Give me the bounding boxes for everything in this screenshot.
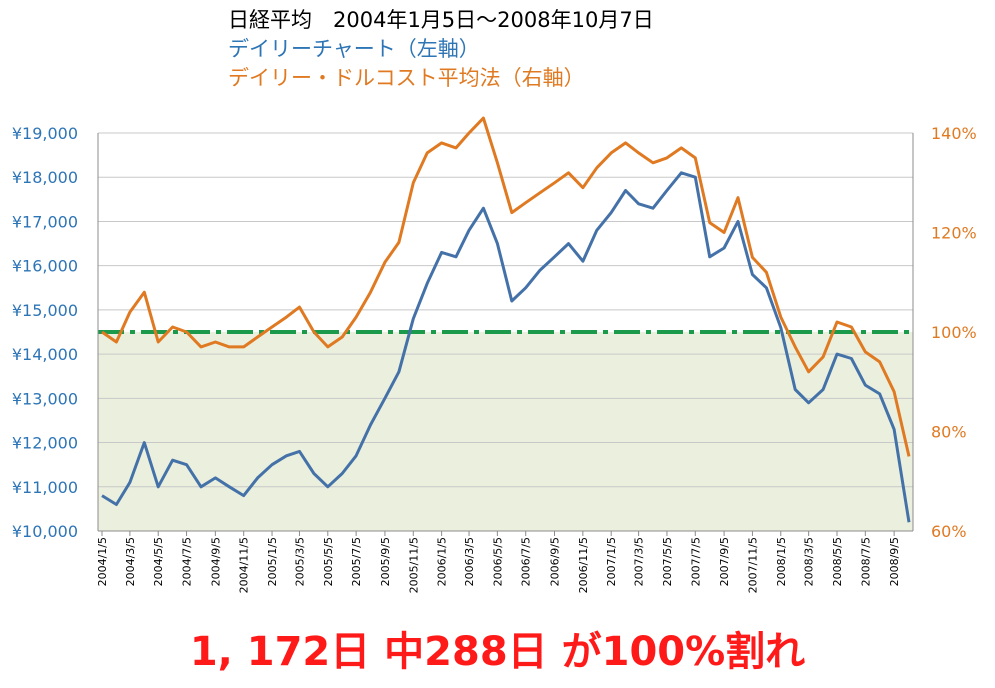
shaded-region	[98, 332, 913, 531]
x-tick-label: 2004/3/5	[124, 537, 137, 586]
x-tick-labels-group: 2004/1/5 2004/3/5 2004/5/5 2004/7/5 2004/9/5…	[96, 531, 901, 593]
x-tick-label: 2007/9/5	[718, 537, 731, 586]
y-left-tick-label: ¥14,000	[12, 345, 78, 364]
left-tick-labels-group: ¥10,000 ¥11,000 ¥12,000 ¥13,000 ¥14,000 ¥15,0…	[12, 124, 78, 541]
x-tick-label: 2007/5/5	[661, 537, 674, 586]
chart-title: 日経平均 2004年1月5日～2008年10月7日	[228, 8, 654, 32]
chart-titles: 日経平均 2004年1月5日～2008年10月7日 デイリーチャート（左軸） デ…	[228, 6, 654, 93]
y-left-tick-label: ¥11,000	[12, 478, 78, 497]
x-tick-label: 2008/1/5	[775, 537, 788, 586]
series-line-right	[101, 116, 911, 457]
x-tick-label: 2004/7/5	[181, 537, 194, 586]
y-left-tick-label: ¥12,000	[12, 434, 78, 453]
x-tick-label: 2005/7/5	[350, 537, 363, 586]
x-tick-label: 2007/7/5	[689, 537, 702, 586]
x-tick-label: 2007/3/5	[633, 537, 646, 586]
x-tick-label: 2008/5/5	[831, 537, 844, 586]
series-group	[101, 116, 911, 523]
x-tick-label: 2006/9/5	[549, 537, 562, 586]
y-left-tick-label: ¥18,000	[12, 168, 78, 187]
x-tick-label: 2005/1/5	[266, 537, 279, 586]
x-tick-label: 2005/5/5	[322, 537, 335, 586]
x-tick-label: 2008/7/5	[859, 537, 872, 586]
shaded-region-group	[98, 332, 913, 531]
gridlines-group	[98, 132, 913, 532]
x-tick-label: 2004/9/5	[209, 537, 222, 586]
right-series-title: デイリー・ドルコスト平均法（右軸）	[228, 66, 585, 90]
y-right-tick-label: 140%	[931, 124, 977, 143]
axes-group	[97, 133, 914, 532]
x-tick-label: 2004/11/5	[238, 537, 251, 593]
left-series-title: デイリーチャート（左軸）	[228, 37, 480, 61]
x-tick-label: 2005/3/5	[293, 537, 306, 586]
series-line-left	[101, 171, 911, 523]
x-tick-label: 2008/9/5	[888, 537, 901, 586]
y-right-tick-label: 60%	[931, 522, 967, 541]
x-tick-label: 2008/3/5	[803, 537, 816, 586]
right-tick-labels-group: 60% 80% 100% 120% 140%	[931, 124, 977, 541]
x-tick-label: 2006/3/5	[463, 537, 476, 586]
x-tick-label: 2006/5/5	[491, 537, 504, 586]
x-tick-label: 2005/9/5	[379, 537, 392, 586]
x-tick-label: 2004/5/5	[152, 537, 165, 586]
x-tick-label: 2007/11/5	[746, 537, 759, 593]
x-tick-label: 2004/1/5	[96, 537, 109, 586]
y-left-tick-label: ¥17,000	[12, 212, 78, 231]
x-tick-label: 2006/11/5	[577, 537, 590, 593]
y-right-tick-label: 100%	[931, 323, 977, 342]
x-tick-label: 2007/1/5	[605, 537, 618, 586]
y-left-tick-label: ¥16,000	[12, 257, 78, 276]
y-left-tick-label: ¥13,000	[12, 389, 78, 408]
y-left-tick-label: ¥15,000	[12, 301, 78, 320]
x-tick-label: 2005/11/5	[407, 537, 420, 593]
x-tick-label: 2006/7/5	[520, 537, 533, 586]
y-left-tick-label: ¥10,000	[12, 522, 78, 541]
y-right-tick-label: 80%	[931, 423, 967, 442]
y-left-tick-label: ¥19,000	[12, 124, 78, 143]
footer-summary: 1, 172日 中288日 が100%割れ	[189, 629, 806, 675]
x-tick-label: 2006/1/5	[436, 537, 449, 586]
y-right-tick-label: 120%	[931, 224, 977, 243]
